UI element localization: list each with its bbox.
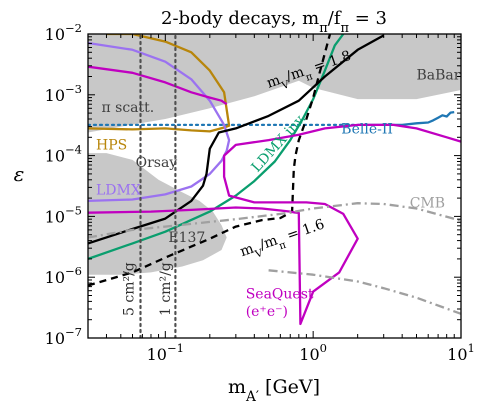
y-tick-label-0: 10−7 (45, 325, 82, 348)
y-tick-label-3: 10−4 (45, 143, 82, 166)
series-belle-ii-0 (363, 110, 455, 127)
y-tick-label-5: 10−2 (45, 21, 82, 44)
annotation-orsay-3: Orsay (136, 155, 178, 171)
series-seaquest-e-e-7 (88, 123, 461, 326)
x-tick-label-0: 10−1 (147, 341, 184, 364)
series-seaquest-upper-8 (88, 65, 228, 106)
series-cmb-lower-10 (268, 269, 461, 315)
chart-title: 2-body decays, mπ/fπ = 3 (161, 8, 387, 36)
region-scatt-1 (88, 34, 325, 133)
annotation-cmb-6: CMB (410, 196, 445, 212)
series-cmb-9 (88, 202, 461, 239)
x-tick-label-2: 101 (447, 341, 475, 364)
annotation-babar-0: BaBar (417, 67, 461, 83)
series-ldmx-3 (88, 41, 231, 203)
annotation-e-e-9: (e⁺e⁻) (246, 304, 288, 320)
series-hps-2 (88, 34, 231, 133)
x-axis-label: mA′ [GeV] (228, 376, 320, 405)
series-layer (88, 34, 461, 338)
annotation-scatt-1: π scatt. (102, 100, 155, 116)
shaded-regions (88, 34, 461, 275)
series-m-v-m-1-8-5 (88, 34, 385, 245)
annotation-e137-7: E137 (168, 230, 205, 246)
plot-frame (87, 33, 462, 339)
region-orsay-e137-2 (88, 153, 227, 275)
y-axis-label: ε (14, 162, 25, 186)
axes-layer: 10−1 100 101 10−7 10−6 10−5 10−4 10−3 10−2 (45, 21, 475, 364)
annotation-1-cm-g-14: 1 cm²/g (158, 262, 174, 316)
y-tick-label-2: 10−5 (45, 203, 82, 226)
y-tick-label-4: 10−3 (45, 82, 82, 105)
x-tick-label-1: 100 (299, 341, 327, 364)
annotation-m-v-m-1-6-12: mV/mπ = 1.6 (238, 216, 328, 264)
annotation-5-cm-g-13: 5 cm²/g (122, 262, 138, 316)
annotation-belle-ii-5: Belle-II (341, 122, 393, 138)
annotation-ldmx-4: LDMX (96, 182, 141, 198)
annotation-hps-2: HPS (96, 138, 127, 154)
series-ldmx-inv-4 (88, 34, 345, 260)
y-tick-label-1: 10−6 (45, 264, 82, 287)
annotation-seaquest-8: SeaQuest (246, 286, 314, 302)
